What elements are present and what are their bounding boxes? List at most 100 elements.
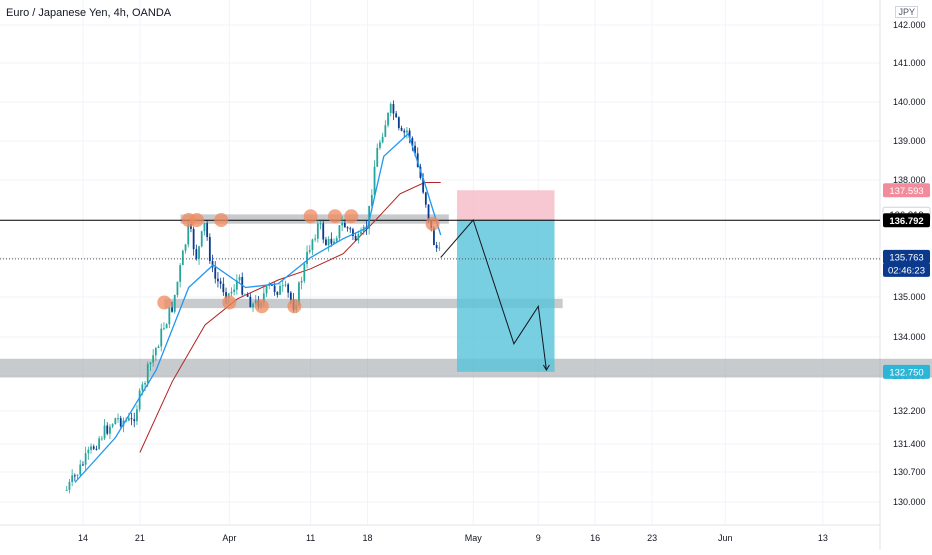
candle-body xyxy=(100,438,103,440)
candle-body xyxy=(68,482,71,490)
pivot-marker xyxy=(254,299,269,314)
candle-body xyxy=(219,281,222,284)
candle-body xyxy=(87,449,90,454)
x-tick-label: 9 xyxy=(536,533,541,543)
candle-body xyxy=(384,125,387,137)
candle-body xyxy=(119,418,122,427)
price-label-target xyxy=(883,364,930,379)
candle-body xyxy=(117,418,119,420)
candle-body xyxy=(181,250,184,266)
candle-body xyxy=(427,204,430,220)
candle-body xyxy=(160,328,163,347)
pivot-marker xyxy=(157,295,172,310)
y-tick-label: 134.000 xyxy=(893,332,926,342)
candle-body xyxy=(281,285,284,287)
candle-body xyxy=(65,489,68,491)
candle-body xyxy=(127,418,130,421)
pivot-marker xyxy=(214,213,229,227)
x-tick-label: 21 xyxy=(135,533,145,543)
candle-body xyxy=(273,285,276,292)
candle-body xyxy=(300,280,303,283)
candle-body xyxy=(111,424,114,427)
candle-body xyxy=(314,238,317,240)
candle-body xyxy=(271,284,273,286)
candle-body xyxy=(184,244,187,251)
y-tick-label: 141.000 xyxy=(893,58,926,68)
candle-body xyxy=(435,245,438,249)
y-tick-label: 139.000 xyxy=(893,136,926,146)
support-resistance-zone xyxy=(164,298,563,309)
candle-body xyxy=(408,130,411,139)
candle-body xyxy=(225,292,227,299)
candle-body xyxy=(349,228,352,230)
x-tick-label: 11 xyxy=(306,533,315,543)
candle-body xyxy=(306,251,308,265)
candle-body xyxy=(381,136,384,143)
price-label-text: 136.792 xyxy=(889,216,923,227)
candle-body xyxy=(262,293,265,303)
fast-moving-average xyxy=(74,132,442,483)
price-label-stop xyxy=(883,183,930,198)
candle-body xyxy=(203,223,206,232)
candle-body xyxy=(392,104,395,114)
projection-arrowhead xyxy=(542,364,550,371)
candle-body xyxy=(146,364,149,384)
candle-body xyxy=(238,277,241,281)
pivot-marker xyxy=(425,216,440,231)
candle-body xyxy=(346,227,349,229)
candle-body xyxy=(157,346,160,348)
candle-body xyxy=(284,284,287,286)
x-tick-label: 23 xyxy=(647,533,657,543)
x-tick-label: May xyxy=(465,533,483,543)
candle-body xyxy=(322,223,325,240)
projection-path xyxy=(440,219,547,371)
candle-body xyxy=(416,153,419,167)
candle-body xyxy=(233,289,236,292)
candle-body xyxy=(343,223,346,228)
candle-body xyxy=(254,300,257,304)
price-label-text: 02:46:23 xyxy=(888,265,925,276)
y-tick-label: 130.700 xyxy=(893,467,926,477)
candle-body xyxy=(330,238,333,244)
pivot-marker xyxy=(189,213,204,227)
y-tick-label: 132.200 xyxy=(893,406,926,416)
candle-body xyxy=(192,228,195,250)
candle-body xyxy=(338,225,341,239)
candle-body xyxy=(200,231,203,247)
symbol-title: Euro / Japanese Yen, 4h, OANDA xyxy=(6,7,172,19)
currency-label[interactable]: JPY xyxy=(895,6,918,18)
candle-body xyxy=(327,238,330,246)
price-label-text: 137.593 xyxy=(889,186,923,197)
candle-body xyxy=(370,195,373,206)
candle-body xyxy=(71,475,74,483)
candle-body xyxy=(357,234,360,241)
candle-body xyxy=(265,285,268,294)
pivot-marker xyxy=(328,209,343,224)
stop-loss-zone xyxy=(456,190,555,220)
candle-body xyxy=(149,362,152,365)
candle-body xyxy=(163,328,165,330)
candle-body xyxy=(287,284,290,293)
candle-body xyxy=(133,419,136,422)
price-label-text: 135.763 xyxy=(889,252,923,263)
candle-body xyxy=(276,291,279,295)
candle-body xyxy=(98,438,101,449)
candle-body xyxy=(335,238,338,242)
candle-body xyxy=(403,130,406,133)
candle-body xyxy=(354,235,357,241)
y-tick-label: 130.000 xyxy=(893,497,926,507)
candle-body xyxy=(235,280,238,290)
candle-body xyxy=(173,294,176,312)
candle-body xyxy=(397,117,400,128)
candle-body xyxy=(311,239,314,251)
x-tick-label: Jun xyxy=(718,533,733,543)
candle-body xyxy=(252,303,254,308)
candle-body xyxy=(198,246,200,259)
candle-body xyxy=(138,390,141,410)
candle-body xyxy=(352,229,354,236)
candle-body xyxy=(400,127,403,131)
price-label-black xyxy=(883,213,930,228)
candle-body xyxy=(298,282,300,306)
